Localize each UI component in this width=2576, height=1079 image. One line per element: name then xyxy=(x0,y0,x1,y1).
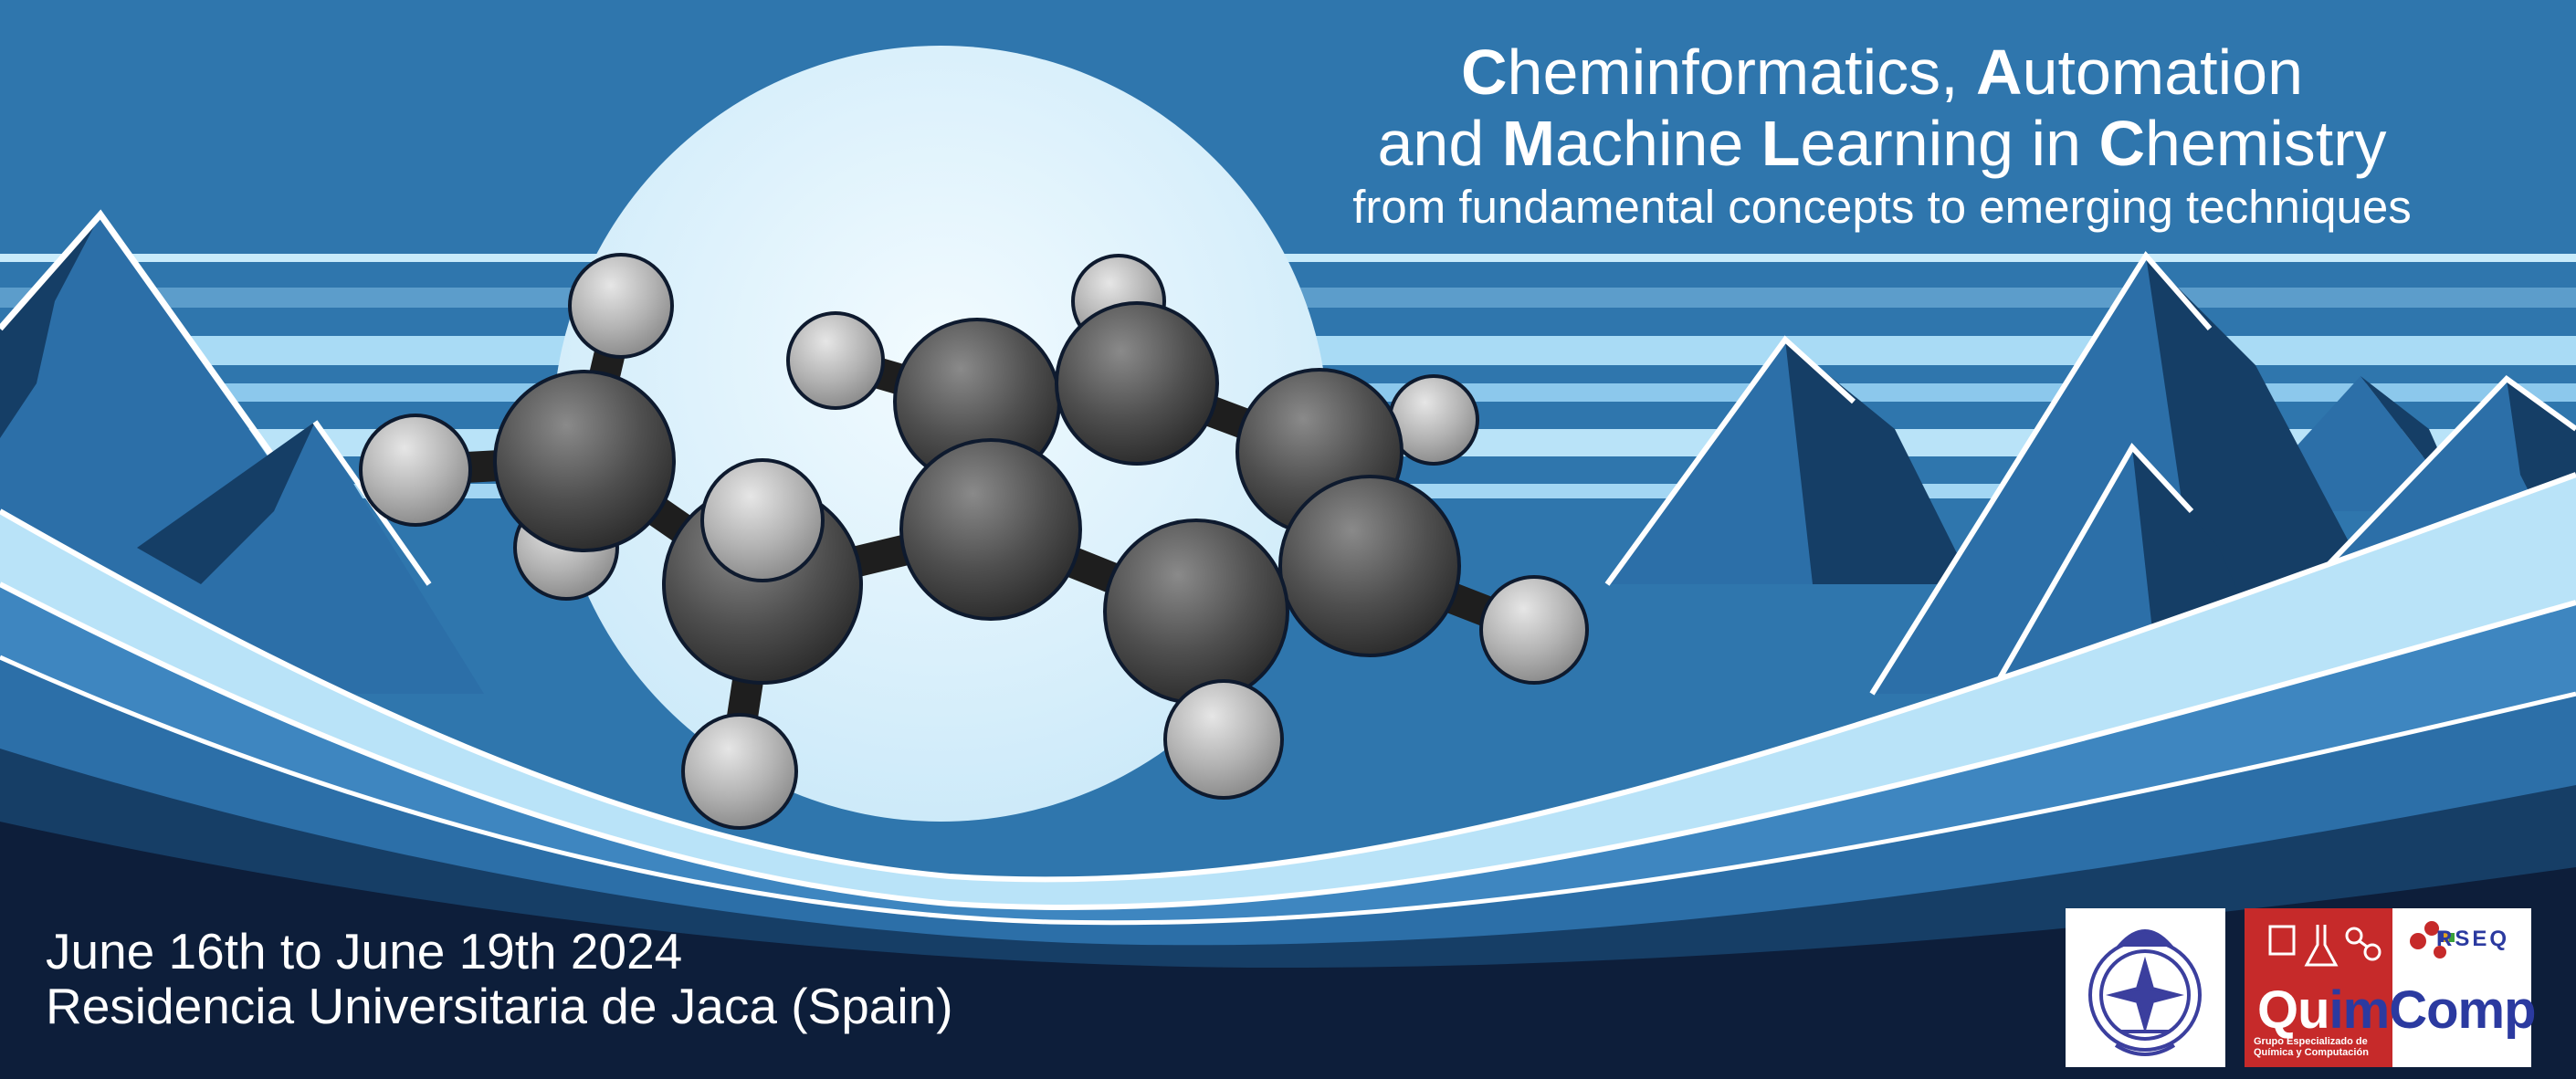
subtitle: from fundamental concepts to emerging te… xyxy=(1352,181,2412,233)
event-info: June 16th to June 19th 2024 Residencia U… xyxy=(46,924,953,1033)
valley-layers xyxy=(0,472,2576,1079)
title-line-1: Cheminformatics, Automation xyxy=(1460,37,2304,108)
left-mountains xyxy=(0,209,484,694)
quimcomp-lab-icon xyxy=(2245,908,2455,1067)
quimcomp-wordmark: QuimComp xyxy=(2257,980,2537,1040)
event-venue: Residencia Universitaria de Jaca (Spain) xyxy=(46,978,953,1034)
molecule-icon xyxy=(359,253,1589,830)
quimcomp-logo: RSEQ QuimComp Grupo Especializado de Quí… xyxy=(2245,908,2537,1067)
title-block: Cheminformatics, Automation and Machine … xyxy=(1234,37,2530,236)
rseq-logo-text: RSEQ xyxy=(2436,927,2510,951)
quimcomp-tagline: Grupo Especializado de Química y Computa… xyxy=(2254,1036,2369,1058)
event-dates: June 16th to June 19th 2024 xyxy=(46,923,683,979)
title-line-2: and Machine Learning in Chemistry xyxy=(1377,108,2387,179)
university-seal-icon xyxy=(2088,929,2202,1056)
university-seal-logo xyxy=(2066,908,2225,1067)
